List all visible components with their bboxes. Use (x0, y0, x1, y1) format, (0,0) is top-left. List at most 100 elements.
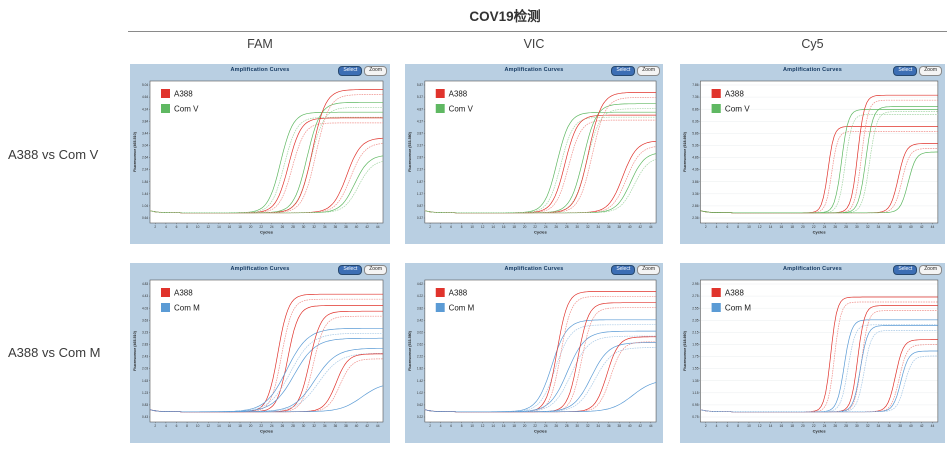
select-button[interactable]: Select (338, 65, 363, 76)
x-tick-label: 6 (726, 424, 728, 428)
amplification-plot[interactable]: 5.04 4.64 4.24 3.84 3.44 3.04 2.64 2.24 1.84 1.44… (130, 77, 390, 244)
x-tick-label: 20 (523, 424, 527, 428)
x-tick-label: 26 (281, 225, 285, 229)
legend-label: A388 (449, 90, 468, 99)
x-tick-label: 44 (931, 424, 935, 428)
plot-area (700, 80, 939, 224)
x-tick-label: 20 (801, 225, 805, 229)
select-button[interactable]: Select (893, 65, 918, 76)
y-tick-label: 4.86 (692, 156, 699, 160)
legend-swatch-red (161, 288, 170, 297)
x-tick-label: 30 (575, 225, 579, 229)
x-tick-label: 18 (790, 424, 794, 428)
legend-label: A388 (174, 289, 193, 298)
y-tick-label: 2.87 (417, 156, 423, 160)
curves-layer (424, 291, 657, 413)
y-tick-label: 4.36 (692, 168, 699, 172)
x-tick-label: 6 (176, 424, 178, 428)
x-tick-label: 4 (440, 225, 442, 229)
x-tick-label: 18 (512, 225, 516, 229)
select-button[interactable]: Select (611, 65, 636, 76)
x-tick-label: 18 (790, 225, 794, 229)
y-tick-label: 7.86 (692, 83, 699, 87)
y-tick-label: 0.37 (417, 216, 423, 220)
zoom-button[interactable]: Zoom (637, 65, 660, 76)
x-tick-label: 28 (291, 225, 295, 229)
y-tick-label: 4.62 (417, 282, 423, 286)
x-tick-label: 16 (780, 424, 784, 428)
x-tick-label: 8 (461, 424, 463, 428)
zoom-button[interactable]: Zoom (364, 65, 387, 76)
x-axis-label: Cycles (260, 429, 274, 434)
amplification-plot[interactable]: 5.87 5.37 4.87 4.37 3.87 3.37 2.87 2.37 1.87 1.37… (405, 77, 663, 244)
x-tick-label: 34 (877, 424, 881, 428)
x-tick-label: 34 (877, 225, 881, 229)
y-tick-label: 3.86 (692, 180, 699, 184)
legend-swatch-green (711, 104, 721, 113)
y-tick-label: 3.42 (417, 318, 423, 322)
amplification-plot[interactable]: 7.86 7.36 6.86 6.36 5.86 5.36 4.86 4.36 3.86 3.36… (680, 77, 945, 244)
x-tick-label: 6 (176, 225, 178, 229)
panel-buttons: Select Zoom (611, 264, 660, 275)
amplification-curve-com-m (424, 382, 657, 413)
x-tick-label: 22 (533, 424, 537, 428)
y-tick-label: 0.95 (692, 403, 699, 407)
x-tick-label: 16 (228, 424, 232, 428)
zoom-button[interactable]: Zoom (919, 264, 942, 275)
x-tick-label: 44 (376, 424, 380, 428)
amplification-plot[interactable]: 4.83 4.43 4.03 3.63 3.23 2.83 2.43 2.03 1.63 1.23… (130, 276, 390, 443)
zoom-button[interactable]: Zoom (919, 65, 942, 76)
panel-buttons: Select Zoom (893, 264, 942, 275)
x-tick-label: 34 (323, 424, 327, 428)
select-button[interactable]: Select (611, 264, 636, 275)
x-tick-label: 14 (217, 225, 221, 229)
x-tick-label: 6 (450, 225, 452, 229)
y-tick-label: 1.75 (692, 355, 699, 359)
y-axis-label: Fluorescence (533-580) (408, 330, 412, 371)
select-button[interactable]: Select (893, 264, 918, 275)
x-axis-label: Cycles (260, 230, 274, 235)
y-tick-label: 4.43 (142, 294, 148, 298)
x-tick-label: 12 (206, 225, 210, 229)
y-tick-label: 1.44 (142, 192, 148, 196)
x-tick-label: 26 (554, 225, 558, 229)
y-tick-label: 5.87 (417, 83, 423, 87)
y-tick-label: 0.62 (417, 403, 423, 407)
x-tick-label: 22 (533, 225, 537, 229)
x-tick-label: 20 (249, 225, 253, 229)
x-tick-label: 22 (259, 225, 263, 229)
x-tick-label: 38 (898, 424, 902, 428)
x-tick-label: 26 (281, 424, 285, 428)
x-tick-label: 16 (228, 225, 232, 229)
x-tick-label: 32 (866, 225, 870, 229)
x-tick-label: 30 (855, 225, 859, 229)
panel-buttons: Select Zoom (611, 65, 660, 76)
x-tick-label: 26 (834, 424, 838, 428)
amplification-plot[interactable]: 4.62 4.22 3.82 3.42 3.02 2.62 2.22 1.82 1.42 1.02… (405, 276, 663, 443)
x-tick-label: 36 (887, 225, 891, 229)
x-tick-label: 28 (565, 424, 569, 428)
amplification-plot[interactable]: 2.95 2.75 2.55 2.35 2.15 1.95 1.75 1.55 1.35 1.15… (680, 276, 945, 443)
legend-label: Com M (174, 304, 200, 313)
y-tick-label: 6.36 (692, 119, 699, 123)
zoom-button[interactable]: Zoom (364, 264, 387, 275)
x-tick-label: 18 (238, 225, 242, 229)
legend-swatch-green (161, 104, 170, 113)
amplification-curve-com-v (150, 161, 383, 214)
x-tick-label: 42 (365, 424, 369, 428)
x-tick-label: 38 (898, 225, 902, 229)
amplification-curve-com-v (424, 158, 657, 214)
x-tick-label: 20 (249, 424, 253, 428)
select-button[interactable]: Select (338, 264, 363, 275)
y-tick-label: 2.15 (692, 330, 699, 334)
y-tick-label: 4.22 (417, 294, 423, 298)
legend-label: A388 (174, 90, 193, 99)
zoom-button[interactable]: Zoom (637, 264, 660, 275)
x-tick-label: 24 (270, 225, 274, 229)
x-tick-label: 20 (801, 424, 805, 428)
row-label-a388-vs-com-v: A388 vs Com V (8, 147, 99, 162)
qpcr-panel-vic-comv: Amplification Curves Select Zoom 5.87 5.3… (405, 64, 663, 244)
y-tick-label: 4.37 (417, 119, 423, 123)
y-tick-label: 7.36 (692, 95, 699, 99)
panel-title: Amplification Curves (230, 266, 290, 272)
